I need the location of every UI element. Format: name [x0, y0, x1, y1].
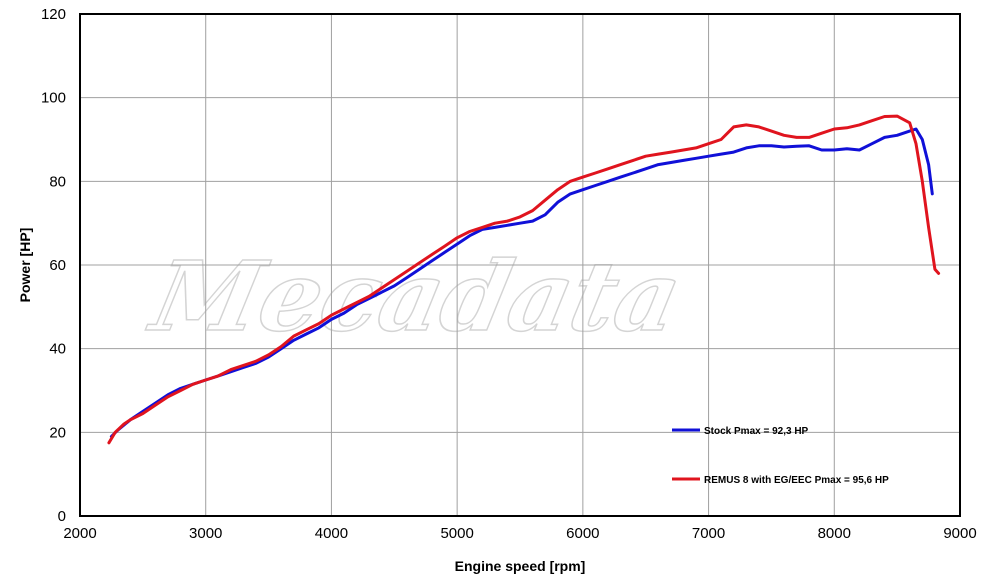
legend-label-1: Stock Pmax = 92,3 HP [704, 426, 809, 437]
x-tick-label: 3000 [189, 525, 222, 542]
watermark-layer: Mecadata [139, 239, 691, 353]
x-tick-label: 4000 [315, 525, 348, 542]
y-tick-label: 20 [49, 424, 66, 441]
x-tick-label: 2000 [63, 525, 96, 542]
series-layer [107, 114, 941, 445]
watermark-text: Mecadata [140, 240, 691, 353]
y-tick-label: 100 [41, 90, 66, 107]
x-tick-label: 6000 [566, 525, 599, 542]
series-line-2 [107, 114, 941, 445]
y-axis-title: Power [HP] [17, 228, 33, 303]
y-tick-label: 40 [49, 341, 66, 358]
grid-layer [80, 14, 960, 516]
x-tick-label: 7000 [692, 525, 725, 542]
x-tick-label: 5000 [440, 525, 473, 542]
ticks-layer: 2000 3000 4000 5000 6000 7000 8000 9000 0 20 40 60 8… [41, 6, 977, 542]
series-line-1 [109, 127, 934, 438]
x-axis-title: Engine speed [rpm] [455, 558, 586, 574]
y-tick-label: 120 [41, 6, 66, 23]
y-tick-label: 80 [49, 173, 66, 190]
y-tick-label: 60 [49, 257, 66, 274]
y-tick-label: 0 [58, 508, 66, 525]
x-tick-label: 8000 [818, 525, 851, 542]
plot-frame [79, 13, 961, 517]
legend: Stock Pmax = 92,3 HP REMUS 8 with EG/EEC … [672, 426, 889, 486]
legend-label-2: REMUS 8 with EG/EEC Pmax = 95,6 HP [704, 475, 889, 486]
x-tick-label: 9000 [943, 525, 976, 542]
